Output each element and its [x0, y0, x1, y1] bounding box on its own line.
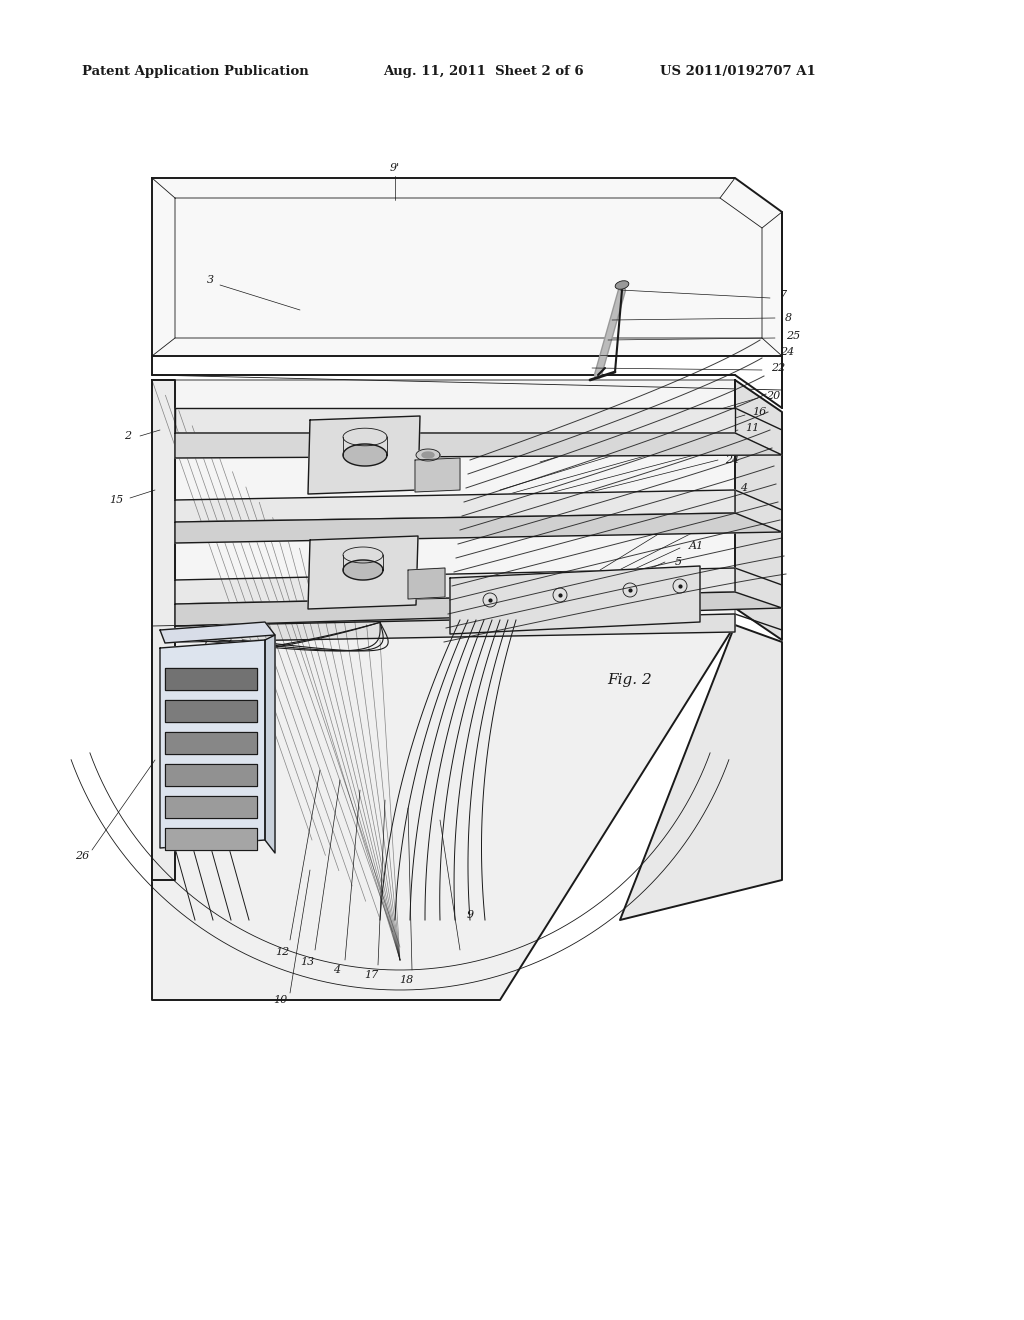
- Text: Aug. 11, 2011  Sheet 2 of 6: Aug. 11, 2011 Sheet 2 of 6: [383, 66, 584, 78]
- Polygon shape: [175, 408, 735, 433]
- Text: 17: 17: [364, 970, 378, 979]
- Polygon shape: [165, 668, 257, 690]
- Text: Patent Application Publication: Patent Application Publication: [82, 66, 309, 78]
- Polygon shape: [152, 624, 735, 1001]
- Text: 6: 6: [707, 523, 714, 533]
- Text: 13: 13: [300, 957, 314, 968]
- Text: 16: 16: [752, 407, 766, 417]
- Text: 18: 18: [399, 975, 413, 985]
- Text: 9': 9': [390, 162, 400, 173]
- Text: US 2011/0192707 A1: US 2011/0192707 A1: [660, 66, 816, 78]
- Text: 4: 4: [740, 483, 748, 492]
- Polygon shape: [165, 796, 257, 818]
- Polygon shape: [735, 380, 782, 640]
- Text: 10: 10: [311, 425, 326, 436]
- Text: 4: 4: [334, 965, 341, 975]
- Polygon shape: [308, 416, 420, 494]
- Text: 7: 7: [779, 290, 786, 300]
- Text: 10: 10: [272, 995, 287, 1005]
- Polygon shape: [175, 591, 782, 626]
- Text: 15: 15: [109, 495, 123, 506]
- Polygon shape: [416, 449, 440, 461]
- Text: 8: 8: [784, 313, 792, 323]
- Text: 20: 20: [766, 391, 780, 401]
- Text: 11: 11: [744, 422, 759, 433]
- Polygon shape: [175, 568, 735, 605]
- Text: 24: 24: [725, 455, 739, 465]
- Polygon shape: [175, 198, 762, 338]
- Polygon shape: [415, 458, 460, 492]
- Text: 2: 2: [125, 432, 131, 441]
- Polygon shape: [165, 828, 257, 850]
- Text: 25: 25: [785, 331, 800, 341]
- Polygon shape: [152, 380, 175, 880]
- Text: 9: 9: [467, 909, 473, 920]
- Text: A1: A1: [688, 541, 703, 550]
- Text: 5: 5: [675, 557, 682, 568]
- Polygon shape: [175, 513, 782, 543]
- Text: 12: 12: [274, 946, 289, 957]
- Text: 23: 23: [733, 440, 748, 450]
- Polygon shape: [422, 451, 434, 458]
- Polygon shape: [265, 635, 275, 853]
- Polygon shape: [175, 433, 782, 458]
- Text: Fig. 2: Fig. 2: [607, 673, 652, 686]
- Polygon shape: [152, 178, 782, 356]
- Text: 26: 26: [75, 851, 89, 861]
- Text: 22: 22: [771, 363, 785, 374]
- Polygon shape: [175, 614, 735, 642]
- Text: 3: 3: [207, 275, 214, 285]
- Polygon shape: [165, 764, 257, 785]
- Polygon shape: [408, 568, 445, 599]
- Polygon shape: [165, 733, 257, 754]
- Polygon shape: [620, 624, 782, 920]
- Polygon shape: [343, 560, 383, 579]
- Polygon shape: [175, 490, 735, 521]
- Polygon shape: [308, 536, 418, 609]
- Polygon shape: [450, 566, 700, 634]
- Text: 24: 24: [780, 347, 795, 356]
- Polygon shape: [160, 640, 265, 847]
- Polygon shape: [160, 622, 275, 643]
- Polygon shape: [343, 444, 387, 466]
- Polygon shape: [165, 700, 257, 722]
- Ellipse shape: [615, 281, 629, 289]
- Polygon shape: [152, 380, 735, 626]
